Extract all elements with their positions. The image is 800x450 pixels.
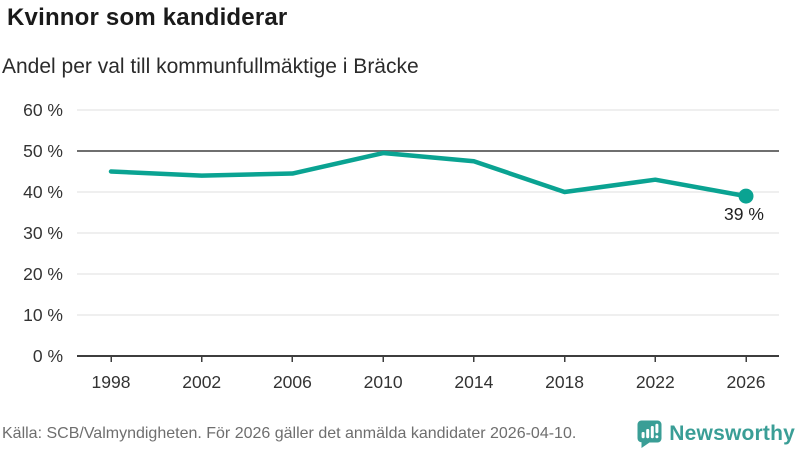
last-data-point <box>738 188 754 204</box>
x-axis-tick-label: 2010 <box>364 372 403 392</box>
y-axis-tick-label: 30 % <box>23 223 63 243</box>
y-axis-tick-label: 40 % <box>23 182 63 202</box>
x-axis-tick-label: 2018 <box>545 372 584 392</box>
x-axis-tick-label: 2006 <box>273 372 312 392</box>
y-axis-tick-label: 60 % <box>23 100 63 120</box>
x-axis-tick-label: 2002 <box>182 372 221 392</box>
chart-subtitle: Andel per val till kommunfullmäktige i B… <box>2 55 419 78</box>
line-chart: 0 % 10 % 20 % 30 % 40 % 50 % 60 % 1998 2002 2006 2… <box>23 100 779 392</box>
x-axis-tick-label: 2022 <box>636 372 675 392</box>
newsworthy-wordmark: Newsworthy <box>669 422 795 445</box>
newsworthy-logo: Newsworthy <box>637 420 795 448</box>
last-point-value-label: 39 % <box>724 204 764 224</box>
y-axis-tick-label: 20 % <box>23 264 63 284</box>
x-axis-tick-label: 2026 <box>727 372 766 392</box>
x-axis-tick-label: 1998 <box>92 372 131 392</box>
chart-footer: Källa: SCB/Valmyndigheten. För 2026 gäll… <box>2 420 795 448</box>
chart-title: Kvinnor som kandiderar <box>7 4 288 31</box>
y-axis-tick-label: 0 % <box>33 346 63 366</box>
newsworthy-bubble-chart-icon <box>637 420 662 448</box>
source-note: Källa: SCB/Valmyndigheten. För 2026 gäll… <box>2 425 577 442</box>
data-line <box>108 150 749 199</box>
y-axis-tick-label: 50 % <box>23 141 63 161</box>
y-axis-tick-label: 10 % <box>23 305 63 325</box>
x-axis-tick-label: 2014 <box>454 372 493 392</box>
